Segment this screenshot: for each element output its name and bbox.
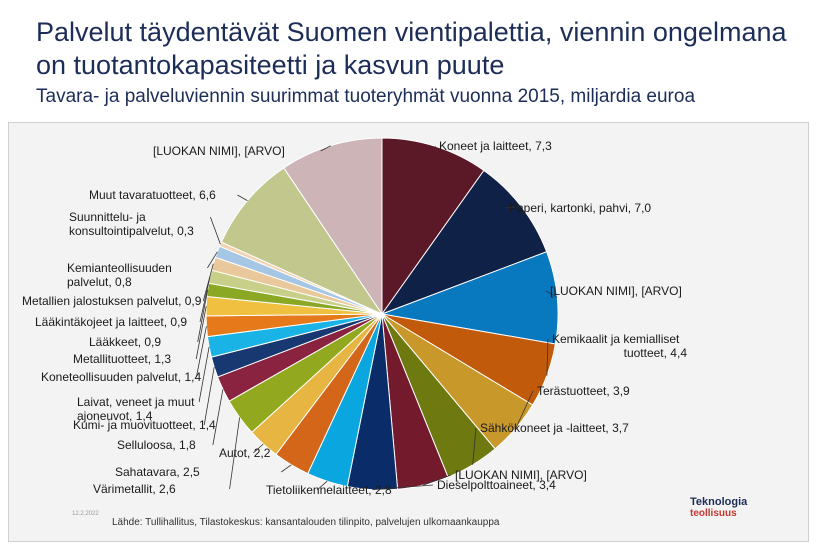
leader-line-12 (229, 417, 240, 490)
leader-line-5 (515, 390, 534, 429)
leader-line-19 (199, 276, 211, 323)
leader-line-14 (203, 367, 215, 426)
source-note: Lähde: Tullihallitus, Tilastokeskus: kan… (112, 517, 500, 528)
leader-line-16 (196, 326, 207, 378)
slice-label-24: [LUOKAN NIMI], [ARVO] (153, 144, 285, 158)
chart-subtitle: Tavara- ja palveluviennin suurimmat tuot… (36, 86, 696, 107)
slice-label-15: Laivat, veneet ja muut ajoneuvot, 1,4 (77, 395, 195, 423)
leader-line-3 (545, 290, 558, 298)
leader-line-11 (253, 443, 264, 454)
leader-line-9 (316, 480, 328, 491)
leader-line-20 (202, 263, 214, 302)
leader-line-10 (281, 464, 292, 473)
leader-line-13 (212, 389, 224, 446)
slice-label-10: Sahatavara, 2,5 (115, 465, 200, 479)
slice-label-17: Metallituotteet, 1,3 (73, 352, 171, 366)
slide-title: Palvelut täydentävät Suomen vientipalett… (36, 17, 787, 80)
slice-label-16: Koneteollisuuden palvelut, 1,4 (41, 370, 201, 384)
leader-line-24 (320, 145, 331, 152)
slice-label-20: Metallien jalostuksen palvelut, 0,9 (22, 294, 202, 308)
pie-slice-2 (380, 169, 548, 316)
leader-line-8 (372, 484, 434, 491)
teknologiateollisuus-logo: Teknologia teollisuus (690, 496, 785, 520)
leader-line-15 (198, 346, 210, 403)
leader-line-7 (423, 474, 452, 486)
slice-label-8: Dieselpolttoaineet, 3,4 (437, 478, 556, 492)
leader-line-23 (237, 194, 248, 201)
slice-label-11: Autot, 2,2 (219, 446, 271, 460)
pie-slice-23 (220, 167, 384, 316)
slice-label-12: Värimetallit, 2,6 (93, 482, 176, 496)
slice-label-1: Koneet ja laitteet, 7,3 (439, 139, 552, 153)
slice-label-13: Selluloosa, 1,8 (117, 438, 196, 452)
leader-line-2 (504, 206, 522, 209)
slice-label-18: Lääkkeet, 0,9 (89, 335, 161, 349)
slice-label-3: [LUOKAN NIMI], [ARVO] (550, 284, 682, 298)
logo-line-2: teollisuus (690, 508, 737, 519)
slide-date: 12.2.2022 (72, 511, 99, 517)
slice-label-6: Sähkökoneet ja -laitteet, 3,7 (480, 421, 629, 435)
pie-chart-area: Koneet ja laitteet, 7,3 Paperi, kartonki,… (8, 122, 809, 542)
leader-line-22 (210, 216, 221, 245)
slice-label-19: Lääkintäkojeet ja laitteet, 0,9 (35, 315, 187, 329)
slice-label-9: Tietoliikennelaitteet, 2,8 (266, 483, 392, 497)
leader-line-6 (472, 427, 477, 465)
slice-label-14: Kumi- ja muovituotteet, 1,4 (73, 418, 216, 432)
leader-line-4 (546, 338, 549, 376)
slice-label-21: Kemianteollisuuden palvelut, 0,8 (67, 261, 172, 289)
slice-label-5: Terästuotteet, 3,9 (537, 384, 630, 398)
slice-label-7: [LUOKAN NIMI], [ARVO] (455, 468, 587, 482)
leader-line-21 (207, 251, 218, 269)
pie-chart: Koneet ja laitteet, 7,3 Paperi, kartonki,… (22, 137, 687, 497)
leader-line-17 (195, 306, 207, 360)
slice-label-23: Muut tavaratuotteet, 6,6 (89, 188, 216, 202)
leader-line-18 (197, 289, 209, 343)
slice-label-4: Kemikaalit ja kemialliset tuotteet, 4,4 (552, 332, 687, 360)
logo-line-1: Teknologia (690, 496, 748, 508)
slice-label-2: Paperi, kartonki, pahvi, 7,0 (509, 201, 651, 215)
slice-label-22: Suunnittelu- ja konsultointipalvelut, 0,3 (69, 210, 194, 238)
